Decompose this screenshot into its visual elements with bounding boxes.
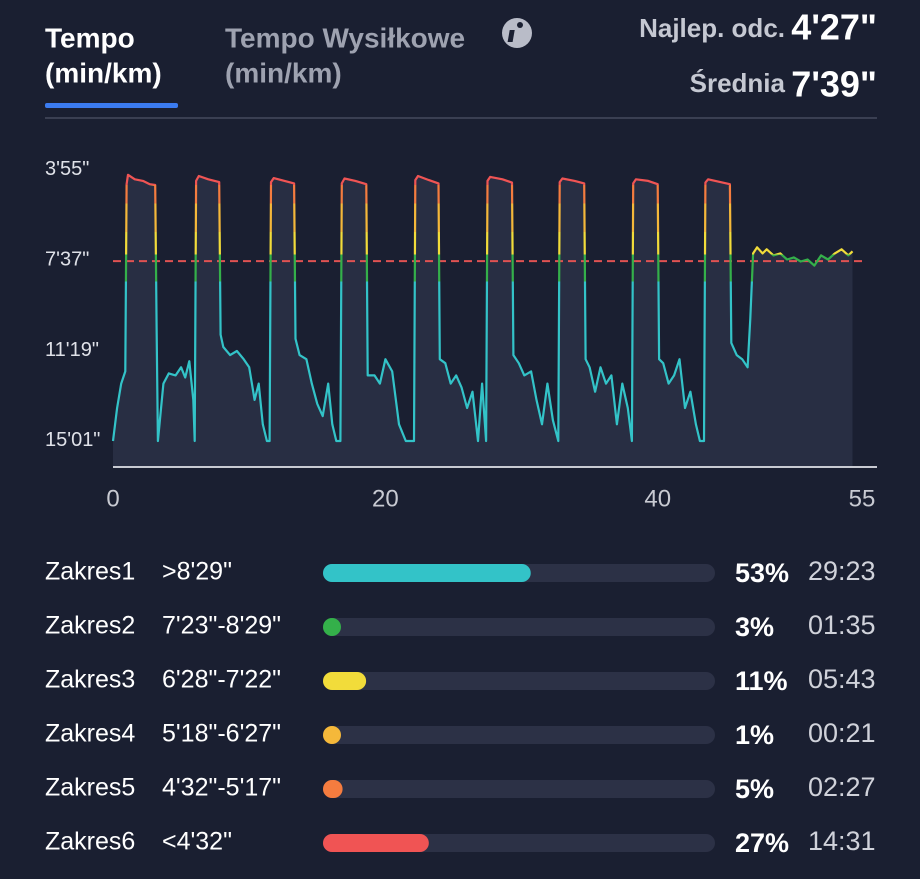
stat-value: 7'39" (791, 64, 877, 105)
zone-name: Zakres3 (45, 666, 135, 694)
zone-range: <4'32" (162, 828, 232, 856)
tab-title[interactable]: Tempo Wysiłkowe (225, 22, 465, 53)
zone-time: 14:31 (808, 826, 876, 856)
pace-line (111, 173, 854, 443)
zone-percent: 27% (735, 828, 789, 858)
zone-name: Zakres5 (45, 774, 135, 802)
zone-time: 00:21 (808, 718, 876, 748)
tab-unit[interactable]: (min/km) (45, 57, 162, 88)
zone-time: 02:27 (808, 772, 876, 802)
zone-bar (323, 672, 367, 690)
zone-name: Zakres4 (45, 720, 135, 748)
zone-percent: 11% (735, 666, 788, 696)
zone-time: 05:43 (808, 664, 876, 694)
zone-bar (323, 618, 341, 636)
zone-bar (323, 780, 343, 798)
zone-name: Zakres6 (45, 828, 135, 856)
zone-range: 5'18"-6'27" (162, 720, 281, 748)
zone-name: Zakres1 (45, 558, 135, 586)
x-tick-label: 20 (372, 485, 399, 512)
info-icon[interactable] (502, 18, 532, 48)
x-tick-label: 40 (644, 485, 671, 512)
y-tick-label: 7'37" (45, 249, 89, 271)
tab-underline (45, 103, 178, 108)
zone-bar (323, 834, 429, 852)
zone-range: >8'29" (162, 558, 232, 586)
y-tick-label: 15'01" (45, 429, 100, 451)
zone-track (323, 726, 715, 744)
zone-name: Zakres2 (45, 612, 135, 640)
zone-track (323, 672, 715, 690)
tab-title[interactable]: Tempo (45, 22, 135, 53)
zone-percent: 5% (735, 774, 774, 804)
zone-percent: 53% (735, 558, 789, 588)
stat-value: 4'27" (791, 7, 877, 48)
tab-unit[interactable]: (min/km) (225, 57, 342, 88)
stat-label: Najlep. odc. (639, 13, 785, 43)
zone-bar (323, 726, 341, 744)
y-tick-label: 3'55" (45, 158, 89, 180)
y-tick-label: 11'19" (45, 339, 99, 361)
area-fill (113, 174, 853, 468)
zone-time: 01:35 (808, 610, 876, 640)
stat-label: Średnia (690, 68, 786, 98)
zone-bar (323, 564, 531, 582)
x-tick-label: 0 (106, 485, 119, 512)
zone-time: 29:23 (808, 556, 876, 586)
zone-percent: 3% (735, 612, 774, 642)
x-tick-label: 55 (849, 485, 876, 512)
zone-percent: 1% (735, 720, 774, 750)
zone-track (323, 618, 715, 636)
zone-track (323, 780, 715, 798)
zone-range: 7'23"-8'29" (162, 612, 281, 640)
zone-range: 4'32"-5'17" (162, 774, 281, 802)
zone-range: 6'28"-7'22" (162, 666, 281, 694)
